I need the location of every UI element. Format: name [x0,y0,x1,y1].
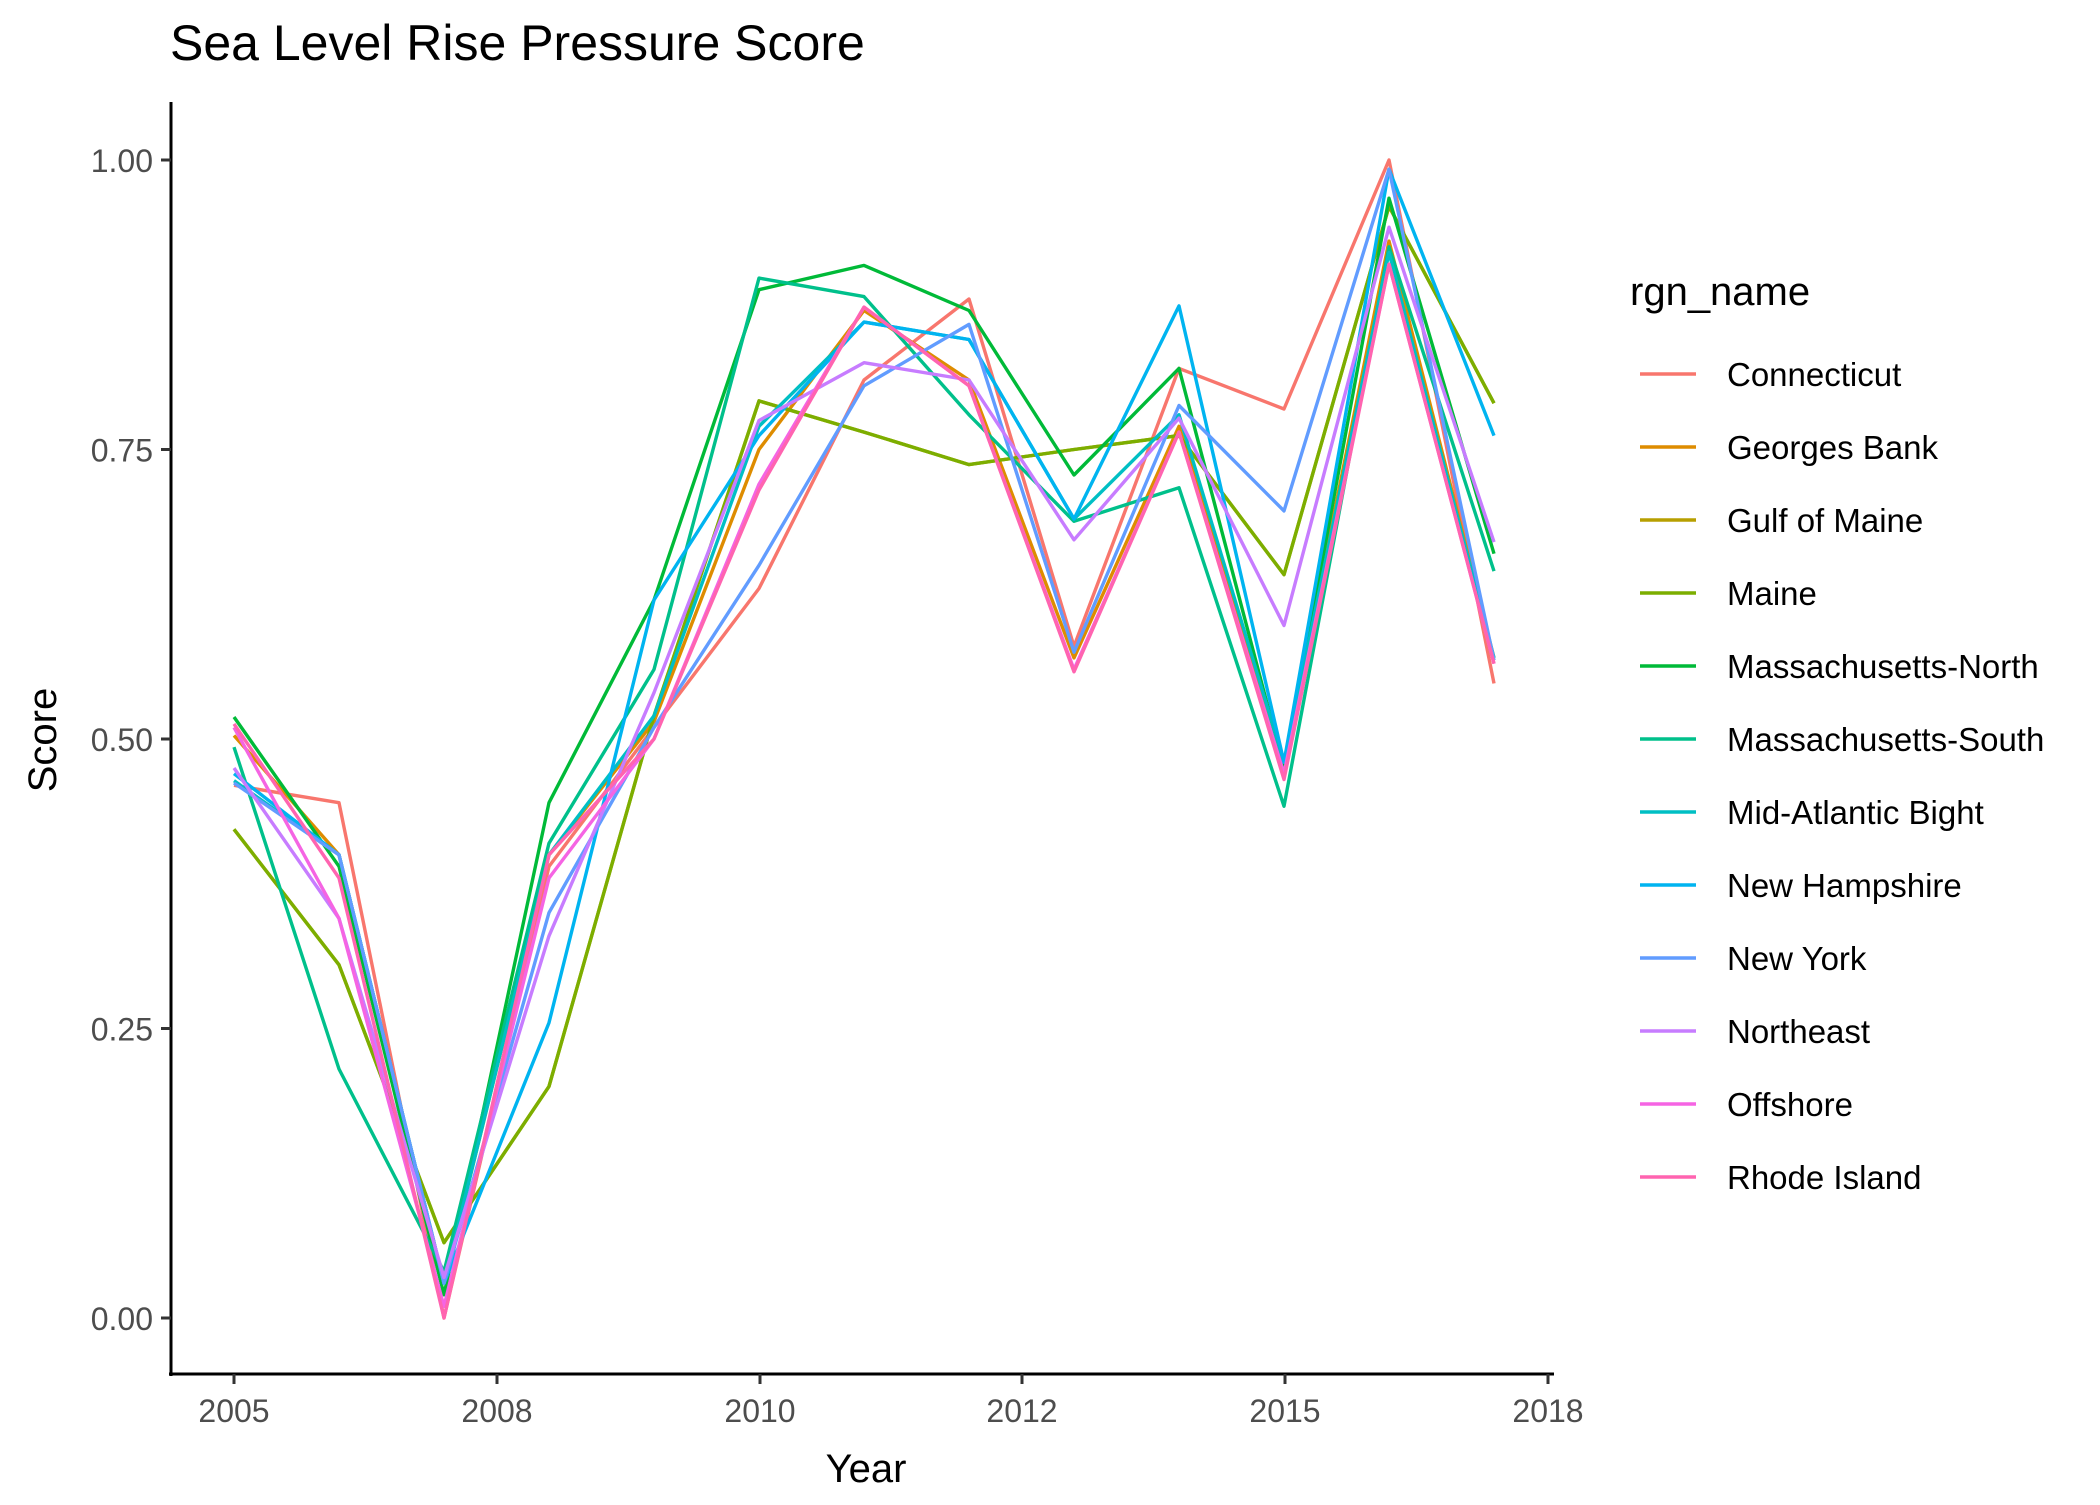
y-tick-label: 1.00 [91,143,153,179]
x-tick-label: 2012 [986,1393,1057,1429]
chart-title: Sea Level Rise Pressure Score [170,15,865,71]
x-tick-label: 2015 [1249,1393,1320,1429]
x-tick-label: 2005 [198,1393,269,1429]
series-line [232,245,1496,1274]
axes: 0.00 0.25 0.50 0.75 1.00 2005 2008 2010 2012 2015… [91,102,1584,1429]
legend-label: New Hampshire [1727,867,1962,904]
series-line [232,204,1496,1245]
legend-label: Connecticut [1727,356,1901,393]
legend-items: Connecticut Georges Bank Gulf of Maine Main… [1640,356,2044,1196]
legend-label: Maine [1727,575,1817,612]
legend: rgn_name Connecticut Georges Bank Gulf of … [1630,270,2044,1196]
y-tick-label: 0.50 [91,722,153,758]
legend-label: New York [1727,940,1867,977]
y-tick-label: 0.25 [91,1012,153,1048]
series-layer [232,158,1496,1320]
series-line [232,239,1496,1286]
series-line [233,167,1496,1286]
series-line [232,262,1496,1320]
legend-label: Gulf of Maine [1727,502,1923,539]
legend-label: Mid-Atlantic Bight [1727,794,1984,831]
y-tick-label: 0.75 [91,433,153,469]
legend-label: Georges Bank [1727,429,1938,466]
series-line [232,225,1496,1280]
y-tick-label: 0.00 [91,1301,153,1337]
x-tick-label: 2010 [724,1393,795,1429]
series-line [232,262,1496,1309]
x-tick-label: 2008 [461,1393,532,1429]
y-axis-label: Score [21,688,65,793]
series-line [233,250,1496,1286]
series-line [233,158,1496,1320]
legend-label: Massachusetts-North [1727,648,2039,685]
legend-label: Rhode Island [1727,1159,1921,1196]
legend-label: Massachusetts-South [1727,721,2044,758]
x-axis-label: Year [826,1447,907,1491]
series-line [232,167,1496,1286]
legend-label: Offshore [1727,1086,1853,1123]
legend-label: Northeast [1727,1013,1870,1050]
legend-title: rgn_name [1630,270,1810,314]
x-tick-label: 2018 [1512,1393,1583,1429]
